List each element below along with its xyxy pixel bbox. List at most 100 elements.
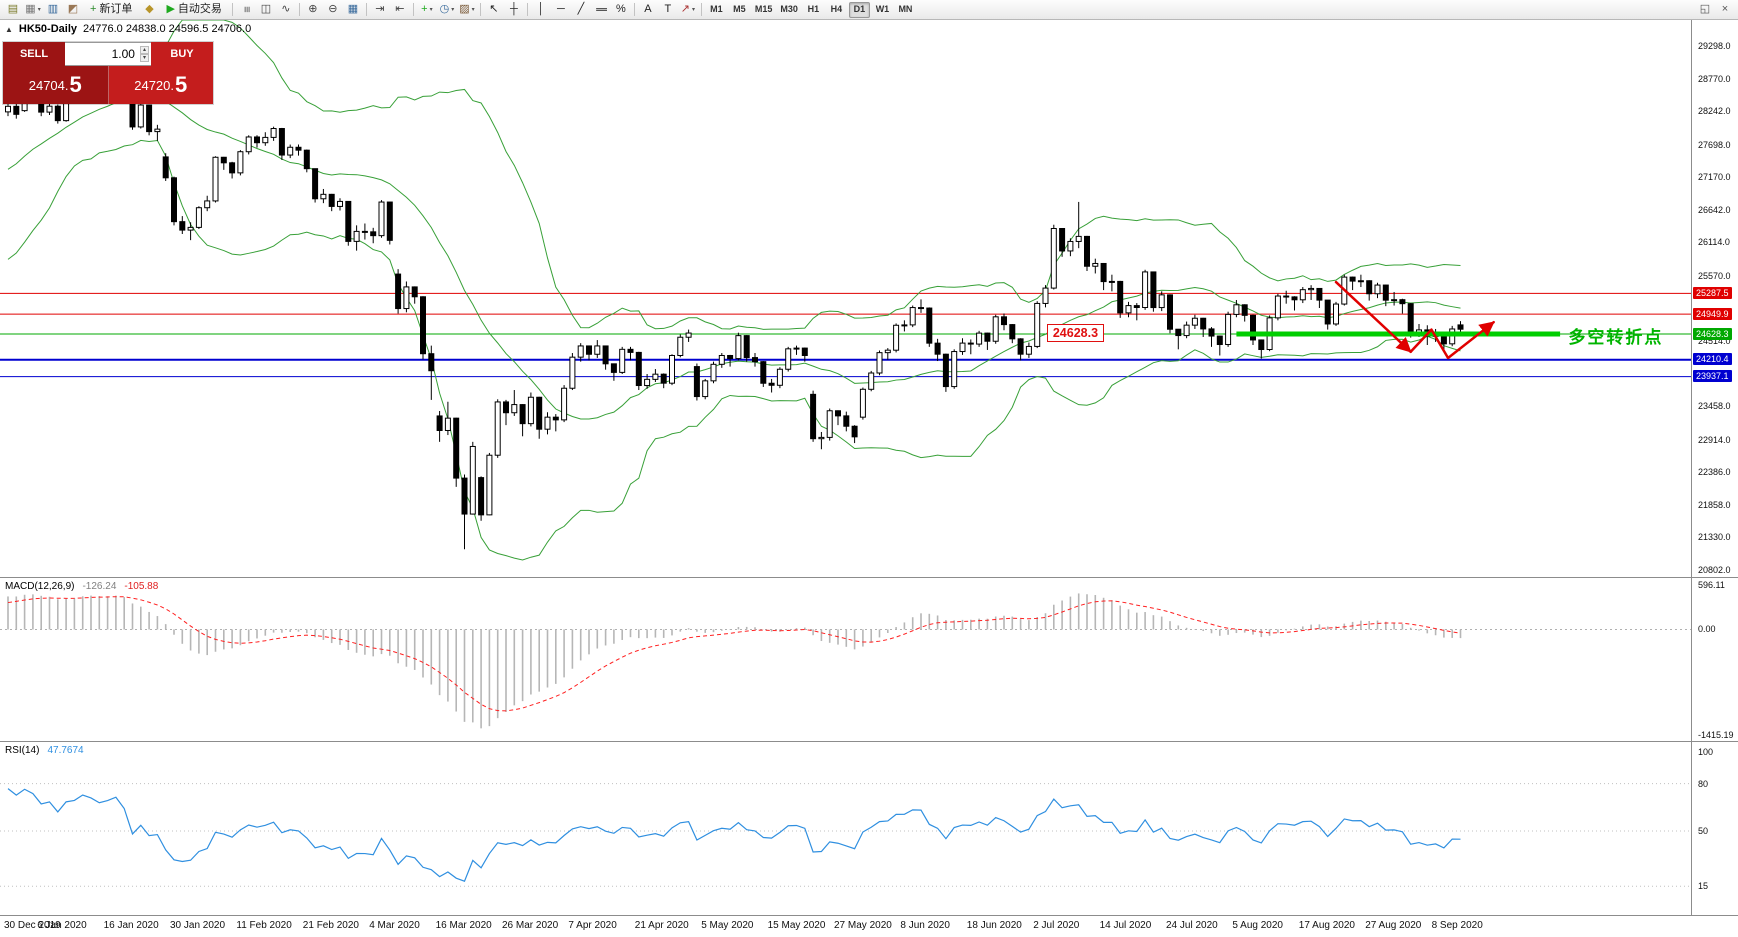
toolbar-separator [633, 3, 635, 16]
timeframe-m30[interactable]: M30 [777, 2, 801, 18]
profiles-icon[interactable]: ▦ ▾ [24, 2, 42, 18]
horizontal-line-icon: ─ [557, 3, 565, 15]
toolbar-separator [526, 3, 528, 16]
cursor-icon[interactable]: ↖ [485, 2, 503, 18]
date-axis-label: 16 Jan 2020 [103, 920, 159, 931]
timeframe-d1[interactable]: D1 [848, 1, 870, 18]
zoom-out-icon[interactable]: ⊖ [324, 2, 342, 18]
vertical-line-icon: │ [537, 3, 545, 15]
date-axis-label: 8 Jun 2020 [900, 920, 950, 931]
timeframe-h1[interactable]: H1 [803, 2, 824, 18]
indicators-icon: + [421, 3, 428, 15]
navigator-icon[interactable]: ◩ [64, 2, 82, 18]
new-order-button-label: 新订单 [99, 3, 133, 15]
rsi-axis-label: 50 [1698, 826, 1709, 836]
channel-icon[interactable]: ∥ [592, 2, 610, 18]
rsi-line [7, 788, 1461, 882]
crosshair-icon[interactable]: ┼ [505, 2, 523, 18]
date-axis-label: 4 Mar 2020 [369, 920, 420, 931]
restore-window-icon[interactable]: ◱ [1696, 2, 1714, 18]
vertical-line-icon[interactable]: │ [532, 2, 550, 18]
restore-window-icon: ◱ [1699, 3, 1711, 15]
auto-scroll-icon[interactable]: ⇥ [371, 2, 389, 18]
candlestick-chart-icon[interactable]: ◫ [257, 2, 275, 18]
periods-icon: ◷ [439, 3, 450, 15]
pane-separator[interactable] [0, 575, 1691, 580]
symbol-ohlc-values: 24776.0 24838.0 24596.5 24706.0 [83, 23, 252, 35]
date-axis-label: 21 Feb 2020 [302, 920, 359, 931]
chart-shift-icon[interactable]: ⇤ [391, 2, 409, 18]
date-axis-label: 27 May 2020 [834, 920, 892, 931]
buy-price[interactable]: 24720. 5 [108, 66, 213, 104]
arrows-icon[interactable]: ↗ ▾ [679, 2, 697, 18]
new-chart-icon: ▤ [7, 3, 19, 15]
fibonacci-icon[interactable]: % [612, 2, 630, 18]
price-tag: 25287.5 [1693, 286, 1732, 299]
date-axis-label: 6 Jan 2020 [37, 920, 87, 931]
new-chart-icon[interactable]: ▤ [4, 2, 22, 18]
fibonacci-icon: % [616, 3, 626, 15]
periods-icon[interactable]: ◷ ▾ [438, 2, 456, 18]
label-icon: T [664, 3, 672, 15]
trendline-icon: ╱ [577, 3, 585, 15]
price-axis-label: 21330.0 [1698, 532, 1731, 543]
date-axis-label: 30 Jan 2020 [170, 920, 226, 931]
new-order-button-icon: + [90, 3, 97, 15]
one-click-expander-icon[interactable]: ▲ [5, 25, 13, 34]
buy-button[interactable]: BUY [151, 42, 213, 66]
timeframe-h4[interactable]: H4 [826, 2, 847, 18]
timeframe-m5[interactable]: M5 [729, 2, 750, 18]
line-chart-icon[interactable]: ∿ [277, 2, 295, 18]
price-axis-label: 27698.0 [1698, 139, 1731, 150]
autotrading-button[interactable]: ▶ 自动交易 [160, 2, 227, 18]
metaeditor-icon[interactable]: ◆ [140, 2, 158, 18]
pane-separator[interactable] [0, 739, 1691, 744]
volume-increase-button[interactable]: ▴ [139, 46, 149, 54]
horizontal-line-icon[interactable]: ─ [552, 2, 570, 18]
macd-signal-value: -105.88 [124, 581, 159, 592]
bar-chart-icon: ≡ [240, 6, 253, 13]
close-window-icon[interactable]: × [1716, 2, 1734, 18]
indicators-icon[interactable]: + ▾ [418, 2, 436, 18]
toolbar-separator [365, 3, 367, 16]
market-watch-icon[interactable]: ▥ [44, 2, 62, 18]
rsi-axis-label: 80 [1698, 778, 1709, 789]
support-price-annotation[interactable]: 24628.3 [1046, 324, 1105, 342]
date-axis-label: 26 Mar 2020 [502, 920, 559, 931]
price-axis-label: 26642.0 [1698, 204, 1731, 215]
date-axis-label: 2 Jul 2020 [1033, 920, 1080, 931]
price-tag: 24949.9 [1693, 307, 1732, 320]
macd-axis-label: 596.11 [1698, 580, 1725, 590]
zoom-in-icon[interactable]: ⊕ [304, 2, 322, 18]
timeframe-m15[interactable]: M15 [752, 2, 776, 18]
volume-field[interactable]: 1.00 ▴ ▾ [65, 42, 151, 66]
toolbar-separator [700, 3, 702, 16]
zoom-in-icon: ⊕ [308, 3, 318, 15]
cursor-icon: ↖ [489, 3, 499, 15]
volume-spinner: ▴ ▾ [139, 46, 149, 62]
sell-price[interactable]: 24704. 5 [3, 66, 109, 104]
timeframe-mn[interactable]: MN [895, 2, 916, 18]
tile-windows-icon[interactable]: ▦ [344, 2, 362, 18]
trendline-icon[interactable]: ╱ [572, 2, 590, 18]
timeframe-m1[interactable]: M1 [706, 2, 727, 18]
date-axis-label: 14 Jul 2020 [1099, 920, 1152, 931]
text-icon[interactable]: A [639, 2, 657, 18]
bollinger-band-line [7, 139, 1461, 561]
turning-point-annotation[interactable]: 多空转折点 [1568, 328, 1664, 347]
date-axis-label: 5 May 2020 [701, 920, 754, 931]
price-axis-label: 23458.0 [1698, 401, 1731, 412]
timeframe-w1[interactable]: W1 [872, 2, 893, 18]
volume-decrease-button[interactable]: ▾ [139, 54, 149, 62]
new-order-button[interactable]: + 新订单 [84, 2, 138, 18]
caret-down-icon: ▾ [37, 6, 41, 13]
bar-chart-icon[interactable]: ≡ [237, 2, 255, 18]
templates-icon[interactable]: ▨ ▾ [458, 2, 476, 18]
label-icon[interactable]: T [659, 2, 677, 18]
date-axis-label: 11 Feb 2020 [236, 920, 292, 931]
date-axis-label: 27 Aug 2020 [1365, 920, 1422, 931]
navigator-icon: ◩ [67, 3, 79, 15]
sell-button[interactable]: SELL [3, 42, 65, 66]
rsi-axis-label: 100 [1698, 747, 1714, 757]
